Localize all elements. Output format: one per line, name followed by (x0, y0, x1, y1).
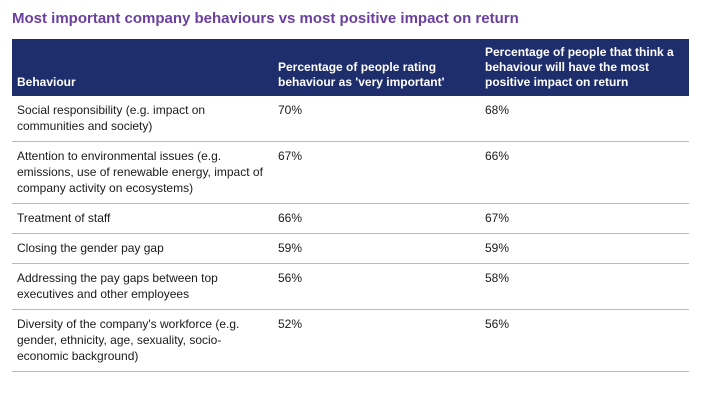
header-row: Behaviour Percentage of people rating be… (12, 39, 689, 96)
table-row: Diversity of the company's workforce (e.… (12, 309, 689, 372)
table-row: Attention to environmental issues (e.g. … (12, 141, 689, 204)
positive-impact-cell: 66% (480, 141, 689, 204)
header-very-important: Percentage of people rating behaviour as… (278, 60, 445, 89)
very-important-cell: 52% (273, 309, 480, 372)
table-row: Addressing the pay gaps between top exec… (12, 263, 689, 310)
very-important-cell: 56% (273, 263, 480, 310)
table-title: Most important company behaviours vs mos… (12, 10, 519, 27)
table-row: Closing the gender pay gap 59% 59% (12, 233, 689, 264)
behaviour-cell: Attention to environmental issues (e.g. … (12, 141, 273, 204)
very-important-cell: 67% (273, 141, 480, 204)
behaviours-table: Behaviour Percentage of people rating be… (12, 39, 689, 372)
behaviour-cell: Treatment of staff (12, 203, 273, 234)
positive-impact-cell: 68% (480, 96, 689, 142)
positive-impact-cell: 56% (480, 309, 689, 372)
positive-impact-cell: 59% (480, 233, 689, 264)
behaviour-cell: Social responsibility (e.g. impact on co… (12, 96, 273, 142)
header-positive-impact: Percentage of people that think a behavi… (485, 45, 674, 89)
behaviour-cell: Diversity of the company's workforce (e.… (12, 309, 273, 372)
header-behaviour: Behaviour (17, 75, 76, 89)
very-important-cell: 70% (273, 96, 480, 142)
table-body: Social responsibility (e.g. impact on co… (12, 96, 689, 372)
very-important-cell: 59% (273, 233, 480, 264)
very-important-cell: 66% (273, 203, 480, 234)
table-header: Behaviour Percentage of people rating be… (12, 39, 689, 96)
table-row: Social responsibility (e.g. impact on co… (12, 96, 689, 142)
positive-impact-cell: 67% (480, 203, 689, 234)
table-row: Treatment of staff 66% 67% (12, 203, 689, 234)
positive-impact-cell: 58% (480, 263, 689, 310)
behaviour-cell: Closing the gender pay gap (12, 233, 273, 264)
behaviour-cell: Addressing the pay gaps between top exec… (12, 263, 273, 310)
